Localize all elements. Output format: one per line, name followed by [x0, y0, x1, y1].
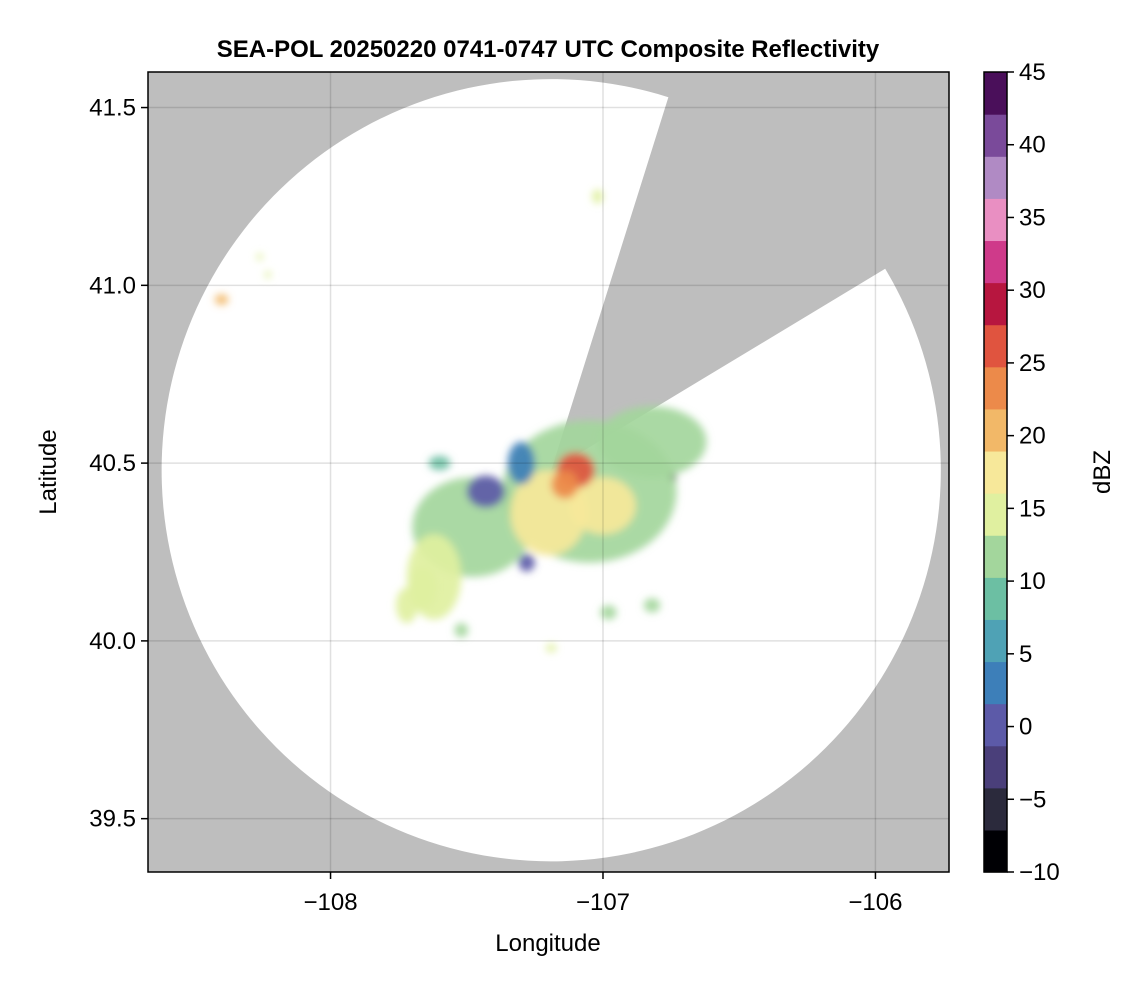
echo-region-9	[507, 441, 535, 485]
colorbar-segment-4	[984, 661, 1007, 705]
colorbar-segment-8	[984, 493, 1007, 536]
echo-region-13	[592, 189, 603, 204]
colorbar-segment-15	[984, 198, 1007, 242]
colorbar-segment-13	[984, 282, 1007, 326]
colorbar-segment-2	[984, 745, 1007, 789]
colorbar-tick-label-6: 20	[1019, 423, 1046, 450]
colorbar-segment-7	[984, 535, 1007, 578]
echo-region-22	[671, 474, 677, 481]
echo-region-19	[600, 605, 617, 620]
echo-region-10	[518, 553, 535, 572]
echo-region-5	[570, 477, 636, 535]
colorbar-segment-9	[984, 450, 1007, 494]
echo-region-15	[256, 253, 263, 261]
colorbar-segment-6	[984, 577, 1007, 620]
colorbar-segment-12	[984, 324, 1007, 368]
colorbar-tick-label-11: 45	[1019, 59, 1046, 86]
x-tick-label-1: −107	[576, 889, 630, 916]
colorbar-segment-0	[984, 829, 1007, 873]
echo-region-17	[454, 623, 469, 638]
colorbar-label: dBZ	[1089, 450, 1116, 494]
echo-region-7	[551, 470, 579, 499]
colorbar-tick-label-1: −5	[1019, 786, 1046, 813]
y-axis-label: Latitude	[35, 429, 62, 514]
colorbar-segment-17	[984, 114, 1007, 157]
y-axis-ticks: 39.5 40.0 40.5 41.0 41.5	[89, 95, 148, 833]
colorbar-segment-16	[984, 156, 1007, 199]
colorbar-tick-label-8: 30	[1019, 277, 1046, 304]
y-tick-label-0: 39.5	[89, 806, 136, 833]
echo-region-20	[643, 598, 661, 613]
chart-title: SEA-POL 20250220 0741-0747 UTC Composite…	[217, 36, 880, 63]
colorbar-tick-label-0: −10	[1019, 859, 1060, 886]
echo-region-12	[395, 587, 418, 624]
colorbar-tick-label-4: 10	[1019, 568, 1046, 595]
colorbar-segment-18	[984, 72, 1007, 115]
x-tick-label-0: −108	[304, 889, 358, 916]
colorbar-segment-3	[984, 703, 1007, 747]
plot-frame	[147, 71, 950, 873]
colorbar-tick-label-5: 15	[1019, 495, 1046, 522]
colorbar-segment-5	[984, 619, 1007, 663]
y-tick-label-1: 40.0	[89, 628, 136, 655]
echo-region-8	[466, 475, 505, 508]
colorbar-segment-14	[984, 240, 1007, 284]
colorbar-segment-1	[984, 787, 1007, 831]
colorbar-tick-label-10: 40	[1019, 132, 1046, 159]
colorbar-tick-label-2: 0	[1019, 714, 1032, 741]
colorbar-segment-10	[984, 408, 1007, 452]
colorbar-tick-label-3: 5	[1019, 641, 1032, 668]
echo-region-3	[597, 406, 707, 478]
colorbar-tick-label-9: 35	[1019, 204, 1046, 231]
x-tick-label-2: −106	[848, 889, 902, 916]
echo-region-18	[545, 643, 557, 653]
colorbar: −10 −5 0 5 10 15 20 25 30 35 40 45	[983, 59, 1060, 886]
reflectivity-echoes	[214, 189, 707, 653]
colorbar-tick-label-7: 25	[1019, 350, 1046, 377]
echo-region-21	[428, 456, 451, 471]
echo-region-16	[264, 271, 272, 279]
colorbar-segment-11	[984, 366, 1007, 410]
y-tick-label-3: 41.0	[89, 272, 136, 299]
echo-region-14	[214, 294, 229, 305]
x-axis-label: Longitude	[495, 930, 600, 957]
y-tick-label-4: 41.5	[89, 95, 136, 122]
plot-area	[148, 72, 949, 872]
grid-lines	[148, 72, 949, 872]
x-axis-ticks: −108 −107 −106	[304, 872, 902, 916]
colorbar-frame	[983, 71, 1008, 873]
y-tick-label-2: 40.5	[89, 450, 136, 477]
